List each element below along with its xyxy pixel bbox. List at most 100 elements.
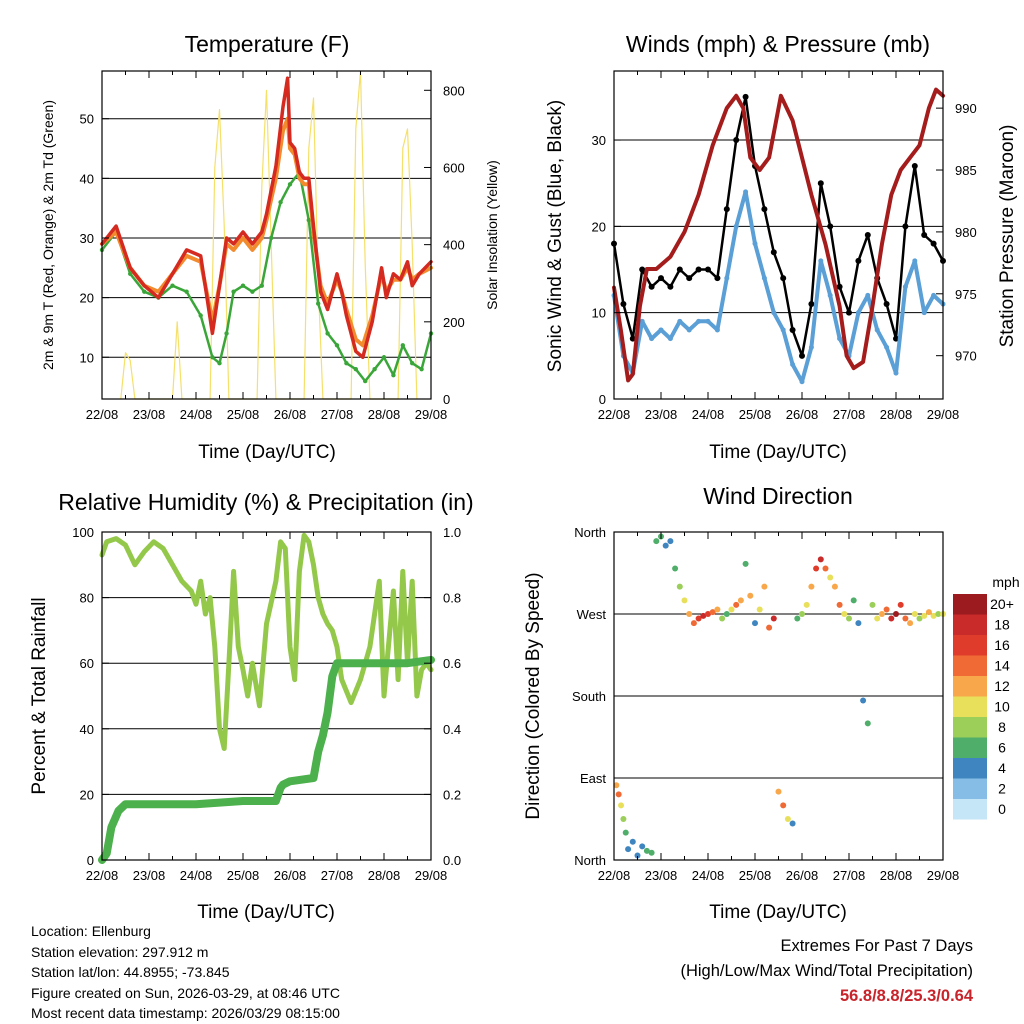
precip-line: [98, 655, 435, 864]
dewpoint-point: [231, 289, 236, 294]
x-tick-label: 27/08: [321, 868, 354, 883]
x-tick-label: 26/08: [274, 868, 307, 883]
direction-point: [874, 615, 881, 622]
y2-tick-label: 1.0: [443, 525, 461, 540]
y2-tick-label: 0: [443, 392, 450, 407]
dewpoint-point: [391, 372, 396, 378]
temp-9m-line: [100, 116, 433, 348]
y2-tick-label: 0.4: [443, 722, 461, 737]
legend-label: 8: [998, 719, 1006, 735]
y2-tick-label: 600: [443, 160, 465, 175]
y-tick-label: 80: [80, 591, 94, 606]
direction-point: [695, 615, 702, 622]
direction-point: [761, 583, 768, 590]
y-tick-label: 40: [80, 722, 94, 737]
dewpoint-point: [269, 235, 274, 241]
direction-point: [714, 606, 721, 613]
direction-point: [728, 606, 735, 613]
temperature-plot: [99, 70, 434, 400]
direction-point: [770, 615, 777, 622]
direction-point: [634, 852, 641, 859]
x-tick-label: 25/08: [227, 868, 260, 883]
wind-point: [686, 327, 692, 333]
direction-point: [667, 538, 674, 545]
direction-point: [648, 849, 655, 856]
recent-text: Most recent data timestamp: 2026/03/29 0…: [31, 1005, 340, 1021]
legend-label: 14: [994, 658, 1010, 674]
winds-ylabel-right: Station Pressure (Maroon): [997, 125, 1018, 348]
legend-label: 6: [998, 740, 1006, 756]
direction-point: [719, 615, 726, 622]
y2-tick-label: 980: [955, 225, 977, 240]
y-tick-label: 20: [80, 787, 94, 802]
y-tick-label: 60: [80, 656, 94, 671]
dewpoint-point: [410, 361, 415, 366]
legend-swatch: [953, 635, 987, 656]
y-tick-label: 10: [592, 306, 606, 321]
wind-point: [743, 189, 749, 195]
dewpoint-point: [240, 283, 246, 288]
direction-ylabel-left: Direction (Colored By Speed): [523, 572, 544, 819]
direction-point: [789, 820, 796, 827]
direction-point: [653, 538, 660, 545]
wind-point: [714, 327, 720, 333]
legend-label: 20+: [990, 596, 1014, 612]
direction-point: [766, 624, 773, 631]
direction-point: [869, 601, 876, 608]
wind-point: [874, 327, 880, 333]
direction-title: Wind Direction: [703, 483, 853, 509]
direction-point: [676, 583, 683, 590]
direction-point: [935, 611, 942, 617]
x-tick-label: 23/08: [645, 407, 678, 422]
y2-tick-label: 0.0: [443, 853, 461, 868]
wind-point: [705, 318, 711, 324]
y2-tick-label: 0.2: [443, 787, 461, 802]
wind-point: [667, 336, 673, 342]
x-tick-label: 24/08: [692, 407, 725, 422]
plot-frame: [613, 70, 944, 400]
y-tick-label: North: [574, 853, 606, 868]
winds-panel: Winds (mph) & Pressure (mb) 22/08 23/08 24…: [545, 31, 1018, 463]
dewpoint-point: [353, 366, 358, 372]
wind-point: [818, 258, 824, 264]
legend-swatch: [953, 594, 987, 615]
direction-point: [613, 782, 620, 789]
winds-axes: 22/08 23/08 24/08 25/08 26/08 27/08 28/08 29/08…: [592, 70, 977, 422]
wind-point: [827, 292, 833, 298]
legend-swatch: [953, 717, 987, 738]
temperature-title: Temperature (F): [185, 31, 350, 57]
y-tick-label: East: [580, 771, 606, 786]
x-tick-label: 23/08: [645, 868, 678, 883]
direction-point: [817, 556, 824, 563]
direction-point: [622, 829, 629, 836]
direction-point: [620, 816, 627, 822]
x-tick-label: 26/08: [274, 407, 307, 422]
winds-xlabel: Time (Day/UTC): [709, 442, 847, 463]
humidity-line: [99, 532, 434, 751]
y-tick-label: 30: [592, 133, 606, 148]
direction-point: [841, 611, 848, 617]
dewpoint-point: [128, 271, 133, 276]
station-info: Location: Ellenburg Station elevation: 2…: [31, 921, 340, 1024]
speed-legend: mph 20+ 18 16 14 12 10 8 6 4 2 0: [953, 574, 1020, 820]
extremes-subtitle: (High/Low/Max Wind/Total Precipitation): [680, 962, 973, 980]
dewpoint-point: [184, 289, 189, 294]
x-tick-label: 23/08: [133, 868, 166, 883]
x-tick-label: 26/08: [786, 407, 819, 422]
legend-label: 4: [998, 760, 1006, 776]
dewpoint-point: [306, 217, 311, 223]
direction-point: [747, 592, 754, 599]
wind-point: [649, 336, 655, 342]
x-tick-label: 26/08: [786, 868, 819, 883]
extremes-title: Extremes For Past 7 Days: [780, 937, 973, 955]
x-tick-label: 25/08: [739, 407, 772, 422]
dewpoint-point: [198, 313, 203, 318]
direction-point: [780, 802, 787, 809]
x-tick-label: 27/08: [321, 407, 354, 422]
direction-point: [662, 542, 669, 549]
humidity-title: Relative Humidity (%) & Precipitation (i…: [58, 489, 473, 515]
legend-swatch: [953, 778, 987, 799]
temperature-axes: 22/08 23/08 24/08 25/08 26/08 27/08 28/08 29/08…: [80, 70, 465, 422]
direction-point: [794, 615, 801, 622]
x-tick-label: 25/08: [739, 868, 772, 883]
